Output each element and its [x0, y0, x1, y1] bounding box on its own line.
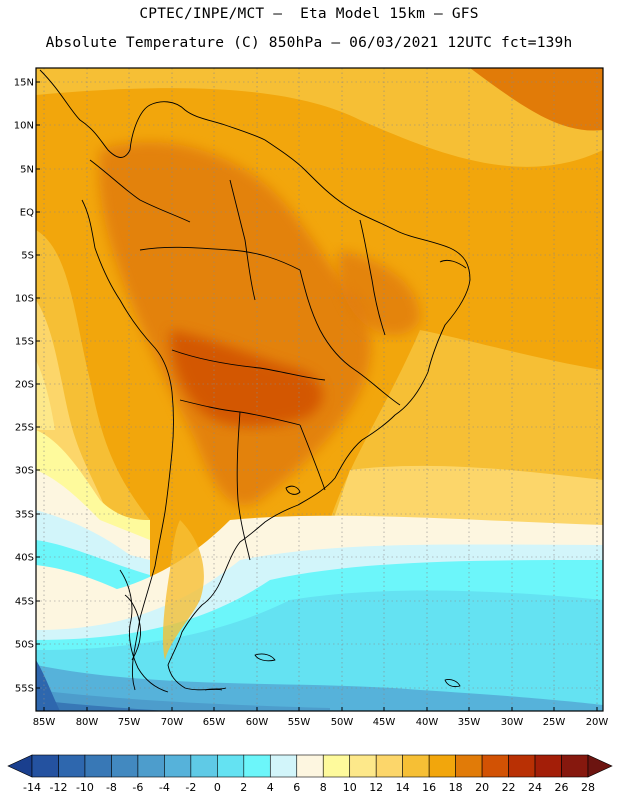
colorbar-swatch — [31, 754, 59, 778]
lat-tick-label: 30S — [15, 466, 34, 477]
colorbar-swatch — [296, 754, 324, 778]
colorbar-swatch — [111, 754, 139, 778]
colorbar-label: -8 — [105, 781, 117, 794]
lon-tick-label: 40W — [416, 717, 439, 728]
title-line-1: CPTEC/INPE/MCT – Eta Model 15km – GFS — [139, 6, 479, 22]
colorbar-swatch — [402, 754, 430, 778]
colorbar-label: 18 — [448, 781, 463, 794]
colorbar-swatch — [58, 754, 86, 778]
lon-tick-label: 20W — [586, 717, 609, 728]
colorbar-swatch — [164, 754, 192, 778]
colorbar-swatch — [428, 754, 456, 778]
coastlines — [39, 69, 471, 693]
colorbar-swatch — [534, 754, 562, 778]
colorbar-swatch — [217, 754, 245, 778]
colorbar-label: 16 — [422, 781, 437, 794]
colorbar-label: -14 — [23, 781, 41, 794]
colorbar-label: 2 — [240, 781, 248, 794]
colorbar-swatch — [455, 754, 483, 778]
lat-tick-label: 50S — [15, 640, 34, 651]
lon-tick-label: 25W — [543, 717, 566, 728]
colorbar-label: -10 — [75, 781, 94, 794]
colorbar-label: 20 — [475, 781, 490, 794]
colorbar-swatch — [349, 754, 377, 778]
lon-tick-label: 45W — [373, 717, 396, 728]
lon-tick-label: 60W — [246, 717, 269, 728]
lat-tick-label: 25S — [15, 423, 34, 434]
latitude-axis: 15N 10N 5N EQ 5S 10S 15S 20S 25S 30S 35S 40S 45S 50S 5… — [14, 78, 40, 695]
colorbar-label: 4 — [266, 781, 274, 794]
lon-tick-label: 30W — [501, 717, 524, 728]
lat-tick-label: 10N — [14, 121, 34, 132]
colorbar-swatch — [84, 754, 112, 778]
lat-tick-label: 10S — [15, 294, 34, 305]
colorbar-label: 28 — [581, 781, 595, 794]
title-line-2: Absolute Temperature (C) 850hPa – 06/03/… — [45, 35, 573, 51]
lat-tick-label: 40S — [15, 553, 34, 564]
colorbar-swatch — [508, 754, 536, 778]
colorbar-label: 10 — [342, 781, 357, 794]
longitude-axis: 85W 80W 75W 70W 65W 60W 55W 50W 45W 40W 35W 30W 25W 2… — [33, 707, 609, 728]
lon-tick-label: 70W — [161, 717, 184, 728]
lon-tick-label: 55W — [288, 717, 311, 728]
lon-tick-label: 50W — [331, 717, 354, 728]
colorbar-label: 0 — [213, 781, 221, 794]
colorbar-label: 12 — [369, 781, 384, 794]
lon-tick-label: 35W — [458, 717, 481, 728]
lon-tick-label: 75W — [118, 717, 141, 728]
lat-tick-label: 15N — [14, 78, 34, 89]
colorbar-swatch — [481, 754, 509, 778]
colorbar-label: -4 — [158, 781, 170, 794]
colorbar-max-arrow — [587, 754, 613, 778]
lat-tick-label: 20S — [15, 380, 34, 391]
colorbar-label: -6 — [132, 781, 144, 794]
colorbar-swatch — [269, 754, 298, 778]
colorbar-swatch — [322, 754, 351, 778]
colorbar-label: 22 — [501, 781, 516, 794]
lon-tick-label: 65W — [203, 717, 226, 728]
colorbar — [7, 754, 613, 778]
colorbar-min-arrow — [7, 754, 33, 778]
colorbar-label: 8 — [319, 781, 327, 794]
temperature-field — [36, 68, 603, 711]
colorbar-swatch — [375, 754, 403, 778]
colorbar-swatch — [137, 754, 165, 778]
lat-tick-label: 5N — [20, 165, 34, 176]
colorbar-swatch — [243, 754, 271, 778]
colorbar-swatch — [190, 754, 218, 778]
lat-tick-label: 55S — [15, 684, 34, 695]
colorbar-label: -2 — [185, 781, 197, 794]
colorbar-label: 24 — [528, 781, 543, 794]
lat-tick-label: 35S — [15, 510, 34, 521]
graticule — [36, 68, 603, 711]
lat-tick-label: 15S — [15, 337, 34, 348]
lon-tick-label: 80W — [76, 717, 99, 728]
colorbar-label: -12 — [49, 781, 68, 794]
colorbar-label: 6 — [293, 781, 301, 794]
colorbar-label: 26 — [554, 781, 569, 794]
colorbar-swatch — [561, 754, 589, 778]
lat-tick-label: EQ — [20, 208, 34, 219]
lat-tick-label: 5S — [21, 251, 34, 262]
lon-tick-label: 85W — [33, 717, 56, 728]
lat-tick-label: 45S — [15, 597, 34, 608]
colorbar-label: 14 — [395, 781, 410, 794]
map-frame — [35, 67, 604, 712]
